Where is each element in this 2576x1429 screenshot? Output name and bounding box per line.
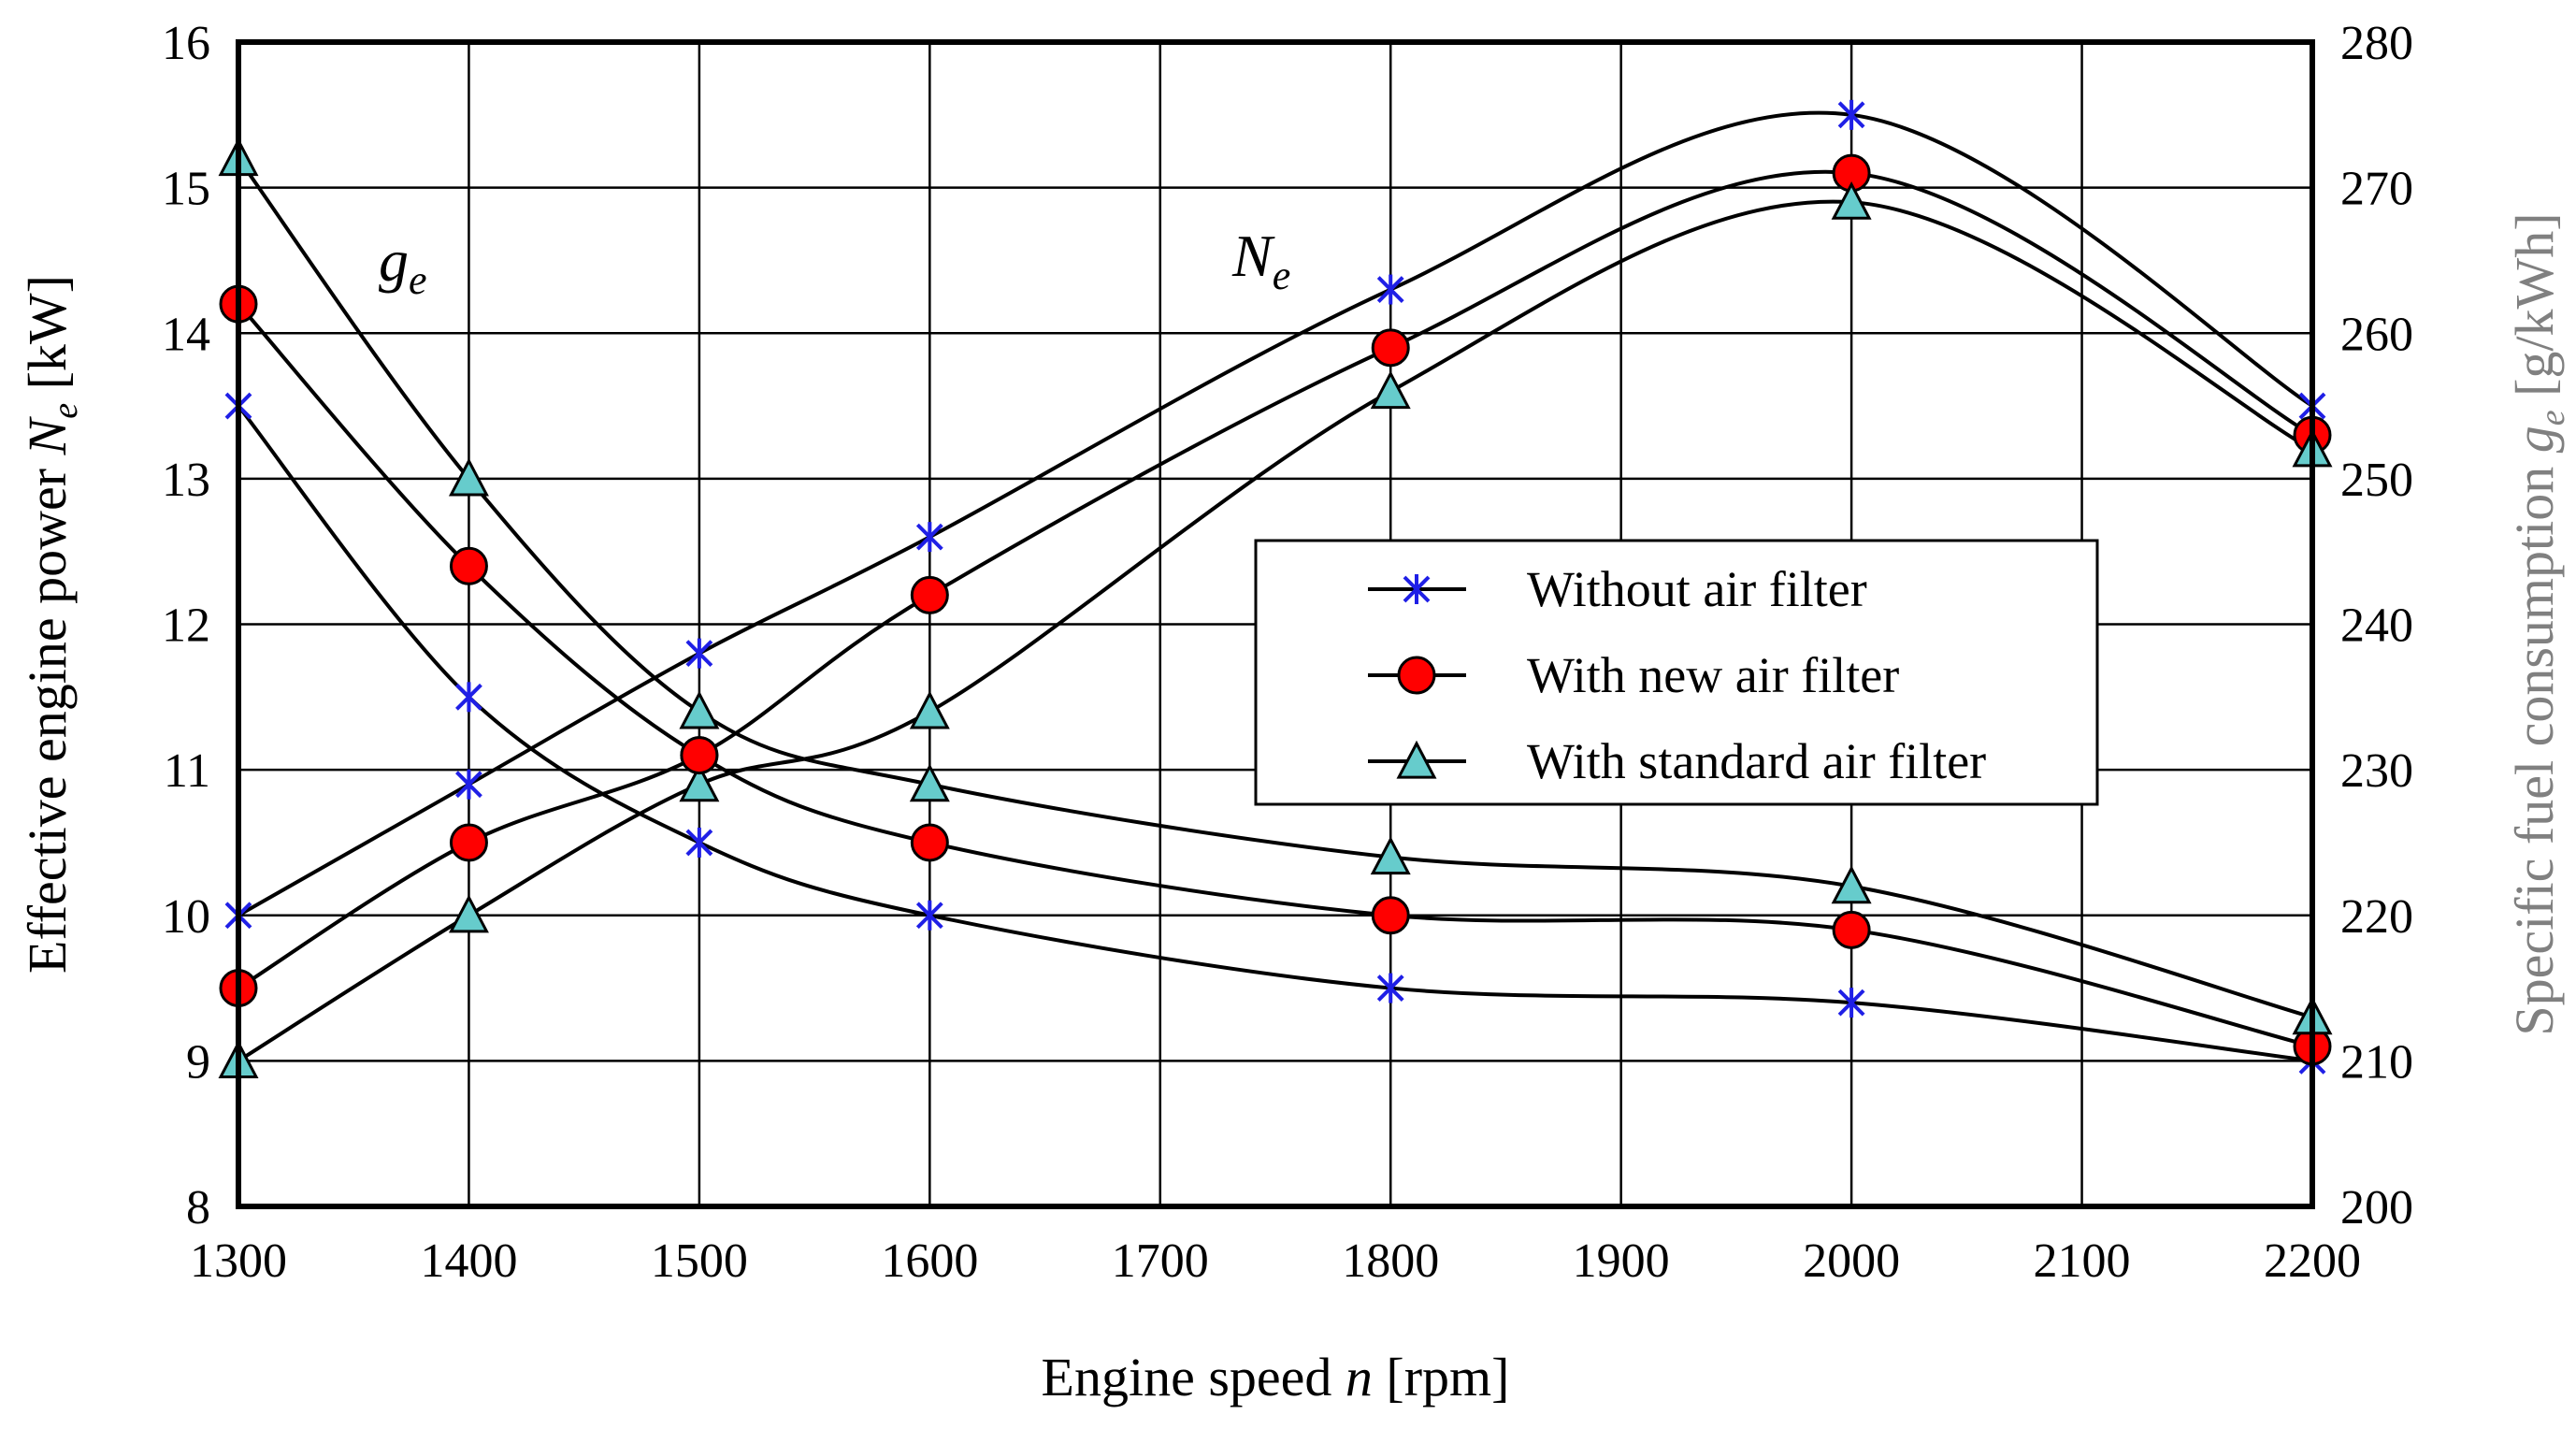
x-tick-label: 1400 xyxy=(420,1234,517,1288)
data-point-Ne-asterisk-4 xyxy=(1376,274,1404,305)
left-tick-label: 13 xyxy=(162,454,210,507)
data-point-Ne-triangle-2 xyxy=(679,763,720,802)
plot-frame xyxy=(236,39,2315,1209)
left-tick-label: 14 xyxy=(162,308,210,361)
data-point-Ne-triangle-4 xyxy=(1370,370,1411,410)
x-tick-label: 1300 xyxy=(190,1234,287,1288)
data-point-Ne-triangle-1 xyxy=(448,894,489,933)
series-line-Ne-triangle xyxy=(237,199,2313,1063)
legend-label: Without air filter xyxy=(1527,561,1867,617)
data-point-Ne-asterisk-5 xyxy=(1837,99,1865,130)
x-tick-label: 1700 xyxy=(1112,1234,1209,1288)
right-tick-label: 280 xyxy=(2340,17,2413,70)
data-point-ge-circle-5 xyxy=(1832,910,1871,949)
data-point-ge-asterisk-4 xyxy=(1376,973,1404,1003)
data-point-Ne-circle-3 xyxy=(910,575,949,614)
annotation-ge: ge xyxy=(379,227,427,303)
right-tick-label: 260 xyxy=(2340,308,2413,361)
x-tick-label: 2100 xyxy=(2034,1234,2131,1288)
data-point-ge-asterisk-5 xyxy=(1837,988,1865,1018)
x-axis-ticks: 1300 1400 1500 1600 1700 1800 1900 2000 2100 2200 xyxy=(190,1234,2361,1288)
data-point-Ne-circle-1 xyxy=(449,823,488,862)
right-tick-label: 240 xyxy=(2340,599,2413,653)
legend-marker-asterisk xyxy=(1403,574,1431,604)
left-tick-label: 12 xyxy=(162,599,210,653)
legend-marker-circle xyxy=(1397,656,1436,695)
data-point-Ne-circle-4 xyxy=(1371,328,1410,368)
data-point-Ne-triangle-3 xyxy=(909,690,950,729)
left-tick-label: 10 xyxy=(162,890,210,944)
data-point-ge-triangle-3 xyxy=(909,763,950,802)
data-point-Ne-asterisk-2 xyxy=(685,638,713,669)
right-tick-label: 200 xyxy=(2340,1181,2413,1234)
legend-marker-triangle xyxy=(1396,740,1437,779)
data-point-ge-circle-4 xyxy=(1371,896,1410,935)
series-line-Ne-asterisk xyxy=(237,110,2314,917)
legend: Without air filter With new air filter Wit… xyxy=(1254,539,2099,806)
left-tick-label: 11 xyxy=(164,744,210,798)
left-axis-ticks: 8 9 10 11 12 13 14 15 16 xyxy=(162,17,210,1234)
left-tick-label: 16 xyxy=(162,17,210,70)
data-point-Ne-asterisk-3 xyxy=(915,522,943,553)
x-tick-label: 2200 xyxy=(2264,1234,2361,1288)
x-tick-label: 1800 xyxy=(1342,1234,1439,1288)
data-point-Ne-triangle-5 xyxy=(1831,180,1872,220)
right-axis-title: Specific fuel consumption ge [g/kWh] xyxy=(2504,212,2572,1035)
left-tick-label: 8 xyxy=(186,1181,210,1234)
x-tick-label: 1500 xyxy=(651,1234,748,1288)
right-tick-label: 220 xyxy=(2340,890,2413,944)
data-point-ge-triangle-5 xyxy=(1831,865,1872,904)
data-point-ge-asterisk-1 xyxy=(455,682,482,713)
right-axis-ticks: 200 210 220 230 240 250 260 270 280 xyxy=(2340,17,2413,1234)
annotation-ne: Ne xyxy=(1231,223,1290,298)
left-axis-title: Effective engine power Ne [kW] xyxy=(17,275,85,974)
data-point-ge-triangle-1 xyxy=(448,457,489,497)
left-tick-label: 9 xyxy=(186,1035,210,1089)
right-tick-label: 210 xyxy=(2340,1035,2413,1089)
right-tick-label: 270 xyxy=(2340,163,2413,216)
data-point-ge-triangle-2 xyxy=(679,690,720,729)
data-point-ge-triangle-4 xyxy=(1370,836,1411,875)
data-point-ge-asterisk-3 xyxy=(915,900,943,931)
x-tick-label: 1600 xyxy=(881,1234,978,1288)
data-point-ge-circle-2 xyxy=(680,736,719,775)
legend-label: With new air filter xyxy=(1527,647,1899,703)
right-tick-label: 250 xyxy=(2340,454,2413,507)
x-tick-label: 2000 xyxy=(1803,1234,1900,1288)
data-point-ge-circle-1 xyxy=(449,546,488,585)
data-point-ge-asterisk-2 xyxy=(685,827,713,858)
x-tick-label: 1900 xyxy=(1573,1234,1670,1288)
series-line-Ne-circle xyxy=(237,169,2313,990)
data-point-Ne-asterisk-1 xyxy=(455,769,482,800)
legend-label: With standard air filter xyxy=(1527,733,1986,789)
x-axis-title: Engine speed n [rpm] xyxy=(1042,1347,1510,1407)
right-tick-label: 230 xyxy=(2340,744,2413,798)
left-tick-label: 15 xyxy=(162,163,210,216)
data-point-ge-circle-3 xyxy=(910,823,949,862)
